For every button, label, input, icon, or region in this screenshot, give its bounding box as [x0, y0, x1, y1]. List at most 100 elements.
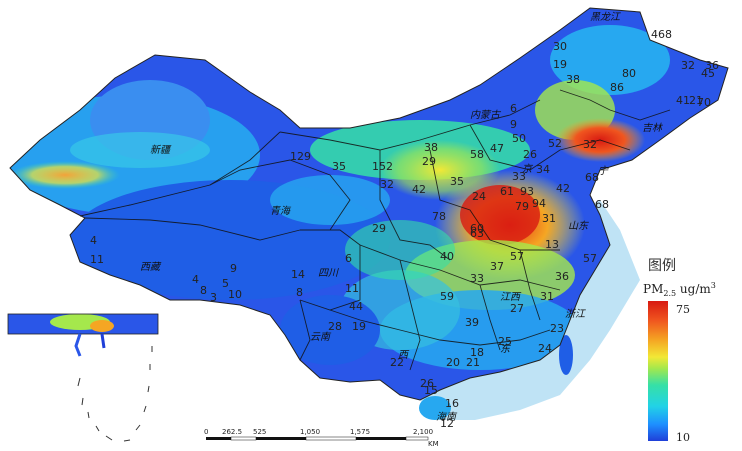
site-value-label: 16 — [445, 397, 459, 410]
scale-unit: KM — [428, 440, 439, 448]
site-value-label: 63 — [470, 227, 484, 240]
site-value-label: 152 — [372, 160, 393, 173]
province-label: 江西 — [500, 291, 522, 303]
site-value-label: 18 — [470, 346, 484, 359]
site-value-label: 31 — [540, 290, 554, 303]
site-value-label: 4 — [90, 234, 97, 247]
site-value-label: 44 — [349, 300, 363, 313]
site-value-label: 26 — [523, 148, 537, 161]
site-value-label: 32 — [681, 59, 695, 72]
legend-unit: PM2.5 ug/m3 — [643, 281, 716, 298]
site-value-label: 21 — [689, 94, 703, 107]
site-value-label: 23 — [550, 322, 564, 335]
site-value-label: 30 — [553, 40, 567, 53]
site-value-label: 25 — [498, 335, 512, 348]
site-value-label: 32 — [380, 178, 394, 191]
site-value-label: 19 — [553, 58, 567, 71]
site-value-label: 36 — [555, 270, 569, 283]
site-value-label: 11 — [345, 282, 359, 295]
site-value-label: 78 — [432, 210, 446, 223]
site-value-label: 34 — [536, 163, 550, 176]
province-label: 山东 — [568, 220, 589, 232]
scale-tick-3: 1,050 — [300, 428, 320, 436]
site-value-label: 94 — [532, 197, 546, 210]
site-value-label: 8 — [296, 286, 303, 299]
scale-bar: 0 262.5 525 1,050 1,575 2,100 KM — [204, 428, 439, 448]
site-value-label: 31 — [542, 212, 556, 225]
province-label: 京 — [522, 163, 534, 175]
province-label: 黑龙江 — [590, 11, 621, 23]
site-value-label: 35 — [450, 175, 464, 188]
legend: 图例 PM2.5 ug/m3 75 10 — [643, 258, 716, 444]
site-value-label: 59 — [440, 290, 454, 303]
site-value-label: 47 — [490, 142, 504, 155]
province-label: 新疆 — [150, 144, 172, 156]
site-value-label: 12 — [440, 417, 454, 430]
site-value-label: 21 — [466, 356, 480, 369]
site-value-label: 61 — [500, 185, 514, 198]
site-value-label: 26 — [420, 377, 434, 390]
scale-tick-0: 0 — [204, 428, 208, 436]
site-value-label: 32 — [583, 138, 597, 151]
site-value-label: 33 — [512, 170, 526, 183]
site-value-label: 5 — [222, 277, 229, 290]
province-label: 云南 — [310, 331, 332, 343]
site-value-label: 70 — [697, 96, 711, 109]
site-value-label: 57 — [583, 252, 597, 265]
legend-min-label: 10 — [676, 431, 690, 444]
scale-tick-1: 262.5 — [222, 428, 242, 436]
site-value-label: 29 — [372, 222, 386, 235]
site-value-label: 60 — [470, 222, 484, 235]
site-value-label: 35 — [332, 160, 346, 173]
site-value-label: 3 — [210, 291, 217, 304]
site-value-label: 41 — [676, 94, 690, 107]
site-value-label: 14 — [291, 268, 305, 281]
site-value-label: 24 — [538, 342, 552, 355]
site-value-label: 40 — [440, 250, 454, 263]
inset-map — [7, 313, 159, 442]
site-value-label: 4 — [192, 273, 199, 286]
site-value-label: 93 — [520, 185, 534, 198]
site-value-label: 468 — [651, 28, 672, 41]
province-label: 青海 — [270, 205, 292, 217]
site-value-label: 10 — [228, 288, 242, 301]
province-label: 东 — [500, 343, 511, 355]
site-value-label: 28 — [328, 320, 342, 333]
site-value-label: 29 — [422, 155, 436, 168]
site-value-label: 42 — [412, 183, 426, 196]
legend-color-bar — [648, 301, 668, 441]
province-label: 西藏 — [140, 261, 162, 273]
province-label: 吉林 — [642, 122, 663, 134]
site-value-label: 11 — [90, 253, 104, 266]
legend-title: 图例 — [648, 258, 676, 274]
site-value-label: 33 — [470, 272, 484, 285]
site-value-label: 45 — [701, 67, 715, 80]
site-value-label: 13 — [545, 238, 559, 251]
province-label: 西 — [398, 350, 410, 361]
site-value-label: 36 — [705, 59, 719, 72]
site-value-label: 15 — [424, 384, 438, 397]
scale-tick-2: 525 — [253, 428, 266, 436]
site-value-label: 58 — [470, 148, 484, 161]
site-value-label: 27 — [510, 302, 524, 315]
site-value-label: 80 — [622, 67, 636, 80]
site-value-label: 20 — [446, 356, 460, 369]
site-value-label: 79 — [515, 200, 529, 213]
site-value-label: 68 — [585, 171, 599, 184]
scale-tick-5: 2,100 — [413, 428, 433, 436]
site-value-label: 39 — [465, 316, 479, 329]
site-value-label: 9 — [510, 118, 517, 131]
site-value-label: 50 — [512, 132, 526, 145]
province-label: 内蒙古 — [470, 109, 502, 121]
site-value-label: 42 — [556, 182, 570, 195]
site-value-label: 86 — [610, 81, 624, 94]
site-value-label: 38 — [424, 141, 438, 154]
site-value-label: 9 — [230, 262, 237, 275]
site-value-label: 52 — [548, 137, 562, 150]
site-value-label: 129 — [290, 150, 311, 163]
site-value-label: 38 — [566, 73, 580, 86]
site-value-label: 6 — [510, 102, 517, 115]
